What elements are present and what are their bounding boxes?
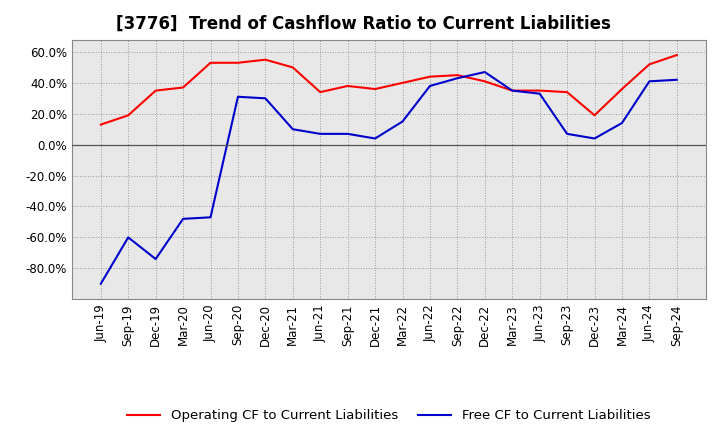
Free CF to Current Liabilities [480, 70, 489, 75]
Operating CF to Current Liabilities [206, 60, 215, 66]
Free CF to Current Liabilities [371, 136, 379, 141]
Operating CF to Current Liabilities [590, 113, 599, 118]
Free CF to Current Liabilities [233, 94, 242, 99]
Line: Operating CF to Current Liabilities: Operating CF to Current Liabilities [101, 55, 677, 125]
Free CF to Current Liabilities [124, 235, 132, 240]
Free CF to Current Liabilities [645, 79, 654, 84]
Operating CF to Current Liabilities [261, 57, 270, 62]
Operating CF to Current Liabilities [426, 74, 434, 79]
Operating CF to Current Liabilities [508, 88, 516, 93]
Free CF to Current Liabilities [453, 76, 462, 81]
Free CF to Current Liabilities [426, 83, 434, 88]
Free CF to Current Liabilities [672, 77, 681, 82]
Legend: Operating CF to Current Liabilities, Free CF to Current Liabilities: Operating CF to Current Liabilities, Fre… [122, 404, 655, 428]
Operating CF to Current Liabilities [453, 73, 462, 78]
Operating CF to Current Liabilities [645, 62, 654, 67]
Operating CF to Current Liabilities [179, 85, 187, 90]
Free CF to Current Liabilities [96, 281, 105, 286]
Operating CF to Current Liabilities [371, 86, 379, 92]
Operating CF to Current Liabilities [289, 65, 297, 70]
Free CF to Current Liabilities [316, 131, 325, 136]
Free CF to Current Liabilities [151, 257, 160, 262]
Free CF to Current Liabilities [590, 136, 599, 141]
Operating CF to Current Liabilities [233, 60, 242, 66]
Operating CF to Current Liabilities [563, 89, 572, 95]
Operating CF to Current Liabilities [536, 88, 544, 93]
Operating CF to Current Liabilities [151, 88, 160, 93]
Text: [3776]  Trend of Cashflow Ratio to Current Liabilities: [3776] Trend of Cashflow Ratio to Curren… [117, 15, 611, 33]
Free CF to Current Liabilities [206, 215, 215, 220]
Free CF to Current Liabilities [179, 216, 187, 221]
Free CF to Current Liabilities [398, 119, 407, 124]
Operating CF to Current Liabilities [672, 52, 681, 58]
Free CF to Current Liabilities [343, 131, 352, 136]
Free CF to Current Liabilities [261, 95, 270, 101]
Free CF to Current Liabilities [536, 91, 544, 96]
Free CF to Current Liabilities [508, 88, 516, 93]
Operating CF to Current Liabilities [124, 113, 132, 118]
Operating CF to Current Liabilities [96, 122, 105, 127]
Operating CF to Current Liabilities [316, 89, 325, 95]
Operating CF to Current Liabilities [618, 86, 626, 92]
Operating CF to Current Liabilities [398, 80, 407, 85]
Free CF to Current Liabilities [289, 127, 297, 132]
Free CF to Current Liabilities [563, 131, 572, 136]
Operating CF to Current Liabilities [480, 79, 489, 84]
Free CF to Current Liabilities [618, 121, 626, 126]
Line: Free CF to Current Liabilities: Free CF to Current Liabilities [101, 72, 677, 284]
Operating CF to Current Liabilities [343, 83, 352, 88]
